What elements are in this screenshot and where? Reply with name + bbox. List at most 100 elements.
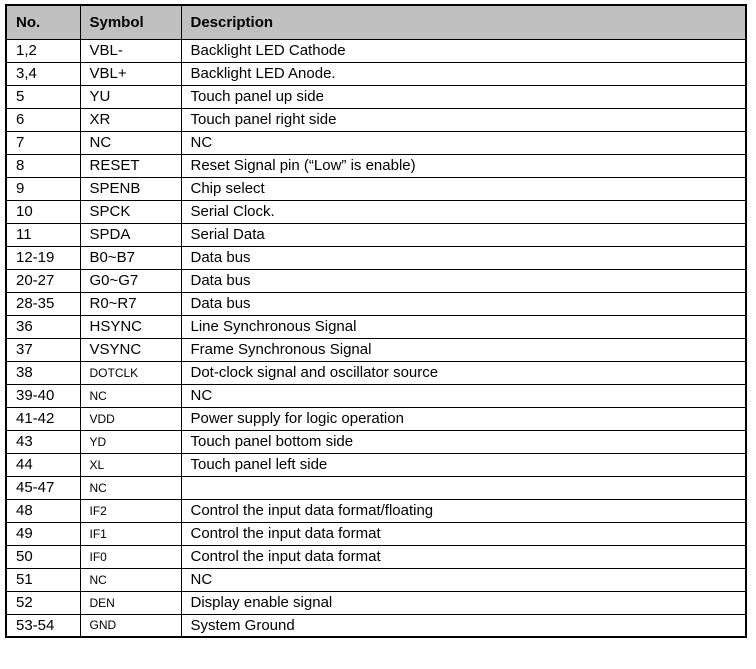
table-row: 49 IF1 Control the input data format — [5, 521, 747, 546]
cell-pin-symbol: NC — [79, 475, 182, 500]
header-no: No. — [5, 4, 81, 40]
cell-pin-symbol: RESET — [79, 153, 182, 178]
table-row: 37 VSYNC Frame Synchronous Signal — [5, 337, 747, 362]
table-row: 36 HSYNC Line Synchronous Signal — [5, 314, 747, 339]
cell-pin-symbol: SPCK — [79, 199, 182, 224]
cell-pin-symbol: G0~G7 — [79, 268, 182, 293]
cell-pin-no: 8 — [5, 153, 81, 178]
cell-pin-symbol: YD — [79, 429, 182, 454]
table-row: 9 SPENB Chip select — [5, 176, 747, 201]
cell-pin-symbol: GND — [79, 613, 182, 638]
cell-pin-no: 3,4 — [5, 61, 81, 86]
table-row: 12-19 B0~B7 Data bus — [5, 245, 747, 270]
cell-pin-symbol: SPDA — [79, 222, 182, 247]
cell-pin-no: 52 — [5, 590, 81, 615]
table-header: No. Symbol Description — [5, 4, 747, 40]
cell-pin-symbol: NC — [79, 383, 182, 408]
table-row: 48 IF2 Control the input data format/flo… — [5, 498, 747, 523]
document-page: No. Symbol Description 1,2 VBL- Backligh… — [5, 4, 747, 638]
table-row: 44 XL Touch panel left side — [5, 452, 747, 477]
cell-pin-symbol: YU — [79, 84, 182, 109]
cell-pin-no: 39-40 — [5, 383, 81, 408]
cell-description — [180, 475, 747, 500]
cell-description: System Ground — [180, 613, 747, 638]
cell-pin-symbol: XR — [79, 107, 182, 132]
cell-description: Serial Data — [180, 222, 747, 247]
table-header-row: No. Symbol Description — [5, 4, 747, 40]
cell-description: Control the input data format/floating — [180, 498, 747, 523]
cell-description: NC — [180, 567, 747, 592]
cell-description: Frame Synchronous Signal — [180, 337, 747, 362]
table-row: 7 NC NC — [5, 130, 747, 155]
table-row: 53-54 GND System Ground — [5, 613, 747, 638]
cell-pin-symbol: NC — [79, 130, 182, 155]
table-row: 10 SPCK Serial Clock. — [5, 199, 747, 224]
cell-pin-no: 49 — [5, 521, 81, 546]
cell-pin-no: 43 — [5, 429, 81, 454]
cell-description: Backlight LED Anode. — [180, 61, 747, 86]
cell-pin-symbol: IF1 — [79, 521, 182, 546]
cell-pin-no: 44 — [5, 452, 81, 477]
table-row: 1,2 VBL- Backlight LED Cathode — [5, 38, 747, 63]
cell-description: Data bus — [180, 291, 747, 316]
cell-pin-symbol: DEN — [79, 590, 182, 615]
table-row: 28-35 R0~R7 Data bus — [5, 291, 747, 316]
cell-pin-no: 11 — [5, 222, 81, 247]
table-body: 1,2 VBL- Backlight LED Cathode 3,4 VBL+ … — [5, 38, 747, 638]
cell-pin-symbol: IF0 — [79, 544, 182, 569]
cell-description: Data bus — [180, 268, 747, 293]
cell-pin-no: 45-47 — [5, 475, 81, 500]
cell-pin-symbol: NC — [79, 567, 182, 592]
cell-description: Backlight LED Cathode — [180, 38, 747, 63]
cell-description: Touch panel up side — [180, 84, 747, 109]
cell-description: Control the input data format — [180, 521, 747, 546]
cell-pin-no: 5 — [5, 84, 81, 109]
header-symbol: Symbol — [79, 4, 182, 40]
cell-pin-no: 53-54 — [5, 613, 81, 638]
cell-pin-no: 41-42 — [5, 406, 81, 431]
cell-pin-no: 36 — [5, 314, 81, 339]
cell-pin-symbol: HSYNC — [79, 314, 182, 339]
cell-pin-symbol: VSYNC — [79, 337, 182, 362]
table-row: 45-47 NC — [5, 475, 747, 500]
header-description: Description — [180, 4, 747, 40]
cell-description: Display enable signal — [180, 590, 747, 615]
cell-description: Serial Clock. — [180, 199, 747, 224]
cell-pin-symbol: SPENB — [79, 176, 182, 201]
cell-description: Reset Signal pin (“Low” is enable) — [180, 153, 747, 178]
cell-pin-no: 1,2 — [5, 38, 81, 63]
table-row: 41-42 VDD Power supply for logic operati… — [5, 406, 747, 431]
cell-pin-no: 10 — [5, 199, 81, 224]
cell-pin-no: 9 — [5, 176, 81, 201]
cell-pin-symbol: VBL- — [79, 38, 182, 63]
cell-description: Touch panel bottom side — [180, 429, 747, 454]
table-row: 11 SPDA Serial Data — [5, 222, 747, 247]
cell-pin-no: 12-19 — [5, 245, 81, 270]
table-row: 43 YD Touch panel bottom side — [5, 429, 747, 454]
pin-description-table: No. Symbol Description 1,2 VBL- Backligh… — [5, 4, 747, 638]
cell-pin-symbol: XL — [79, 452, 182, 477]
cell-description: Power supply for logic operation — [180, 406, 747, 431]
cell-description: Touch panel right side — [180, 107, 747, 132]
cell-pin-no: 51 — [5, 567, 81, 592]
table-row: 38 DOTCLK Dot-clock signal and oscillato… — [5, 360, 747, 385]
cell-description: NC — [180, 383, 747, 408]
table-row: 20-27 G0~G7 Data bus — [5, 268, 747, 293]
cell-pin-symbol: R0~R7 — [79, 291, 182, 316]
cell-pin-symbol: VDD — [79, 406, 182, 431]
cell-pin-no: 37 — [5, 337, 81, 362]
table-row: 6 XR Touch panel right side — [5, 107, 747, 132]
table-row: 8 RESET Reset Signal pin (“Low” is enabl… — [5, 153, 747, 178]
table-row: 50 IF0 Control the input data format — [5, 544, 747, 569]
cell-pin-no: 50 — [5, 544, 81, 569]
cell-pin-symbol: DOTCLK — [79, 360, 182, 385]
cell-description: Data bus — [180, 245, 747, 270]
table-row: 51 NC NC — [5, 567, 747, 592]
cell-pin-no: 48 — [5, 498, 81, 523]
cell-description: NC — [180, 130, 747, 155]
cell-pin-no: 28-35 — [5, 291, 81, 316]
table-row: 39-40 NC NC — [5, 383, 747, 408]
cell-description: Touch panel left side — [180, 452, 747, 477]
table-row: 52 DEN Display enable signal — [5, 590, 747, 615]
table-row: 5 YU Touch panel up side — [5, 84, 747, 109]
